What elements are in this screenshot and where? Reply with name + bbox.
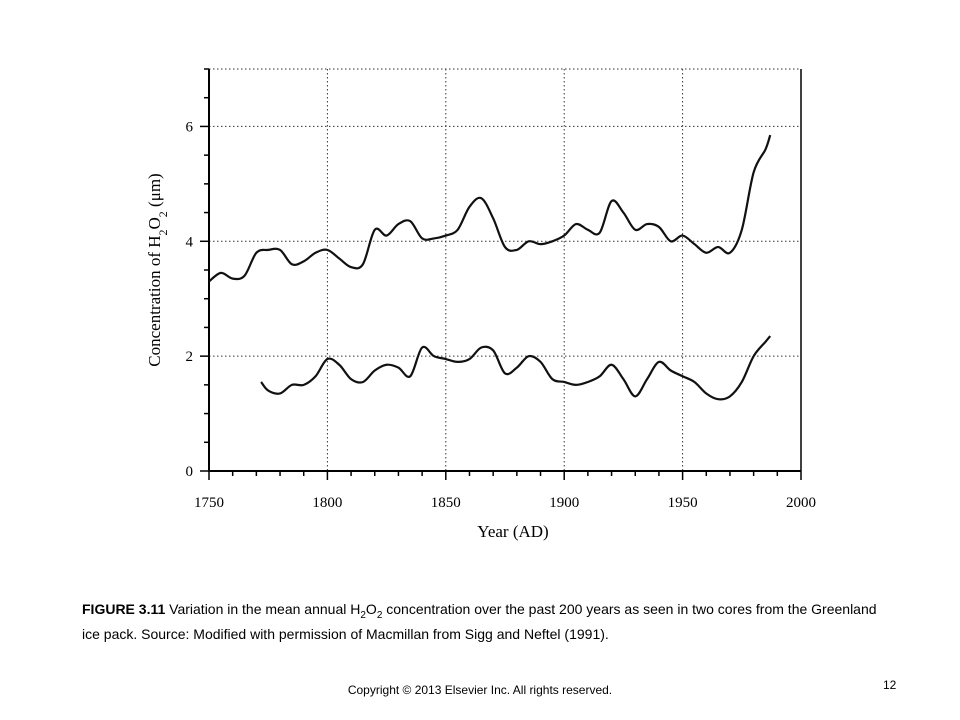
y-label-unit: (μm) [145,173,164,211]
page-number: 12 [883,678,897,692]
chart-area: 1750 1800 1850 1900 1950 2000 0 2 4 6 Year (AD) C… [145,68,816,541]
figure-caption: FIGURE 3.11 Variation in the mean annual… [82,600,882,643]
axes [208,69,802,472]
y-label-sub2: 2 [156,211,170,217]
x-tick-label: 1850 [431,495,461,511]
caption-sub2: 2 [376,609,383,621]
x-tick-label: 1800 [312,495,342,511]
series-lines [208,134,772,401]
y-tick-label: 2 [186,349,194,365]
y-label-mid: O [145,217,164,229]
y-label-prefix: Concentration of H [145,235,164,366]
x-tick-label: 1950 [668,495,698,511]
caption-text-after: concentration over the past 200 years as… [82,601,877,642]
y-tick-label: 4 [186,234,194,250]
y-tick-label: 6 [186,119,194,135]
grid-lines [209,68,801,471]
y-tick-label: 0 [186,464,194,480]
caption-sub1: 2 [360,609,366,621]
y-axis-label: Concentration of H2O2 (μm) [145,173,170,366]
axis-ticks: 1750 1800 1850 1900 1950 2000 0 2 4 6 [186,68,816,511]
series-line-1 [208,134,772,283]
x-axis-label: Year (AD) [477,522,548,541]
x-tick-label: 1750 [194,495,224,511]
copyright-notice: Copyright © 2013 Elsevier Inc. All right… [347,683,613,697]
series-line-2 [260,335,772,401]
caption-mid: O [365,601,377,617]
caption-text-before: Variation in the mean annual H [165,601,361,617]
x-tick-label: 2000 [786,495,816,511]
figure-label: FIGURE 3.11 [82,601,166,617]
x-tick-label: 1900 [549,495,579,511]
y-label-sub1: 2 [156,229,170,235]
line-chart: 1750 1800 1850 1900 1950 2000 0 2 4 6 Year (AD) C… [145,68,816,541]
